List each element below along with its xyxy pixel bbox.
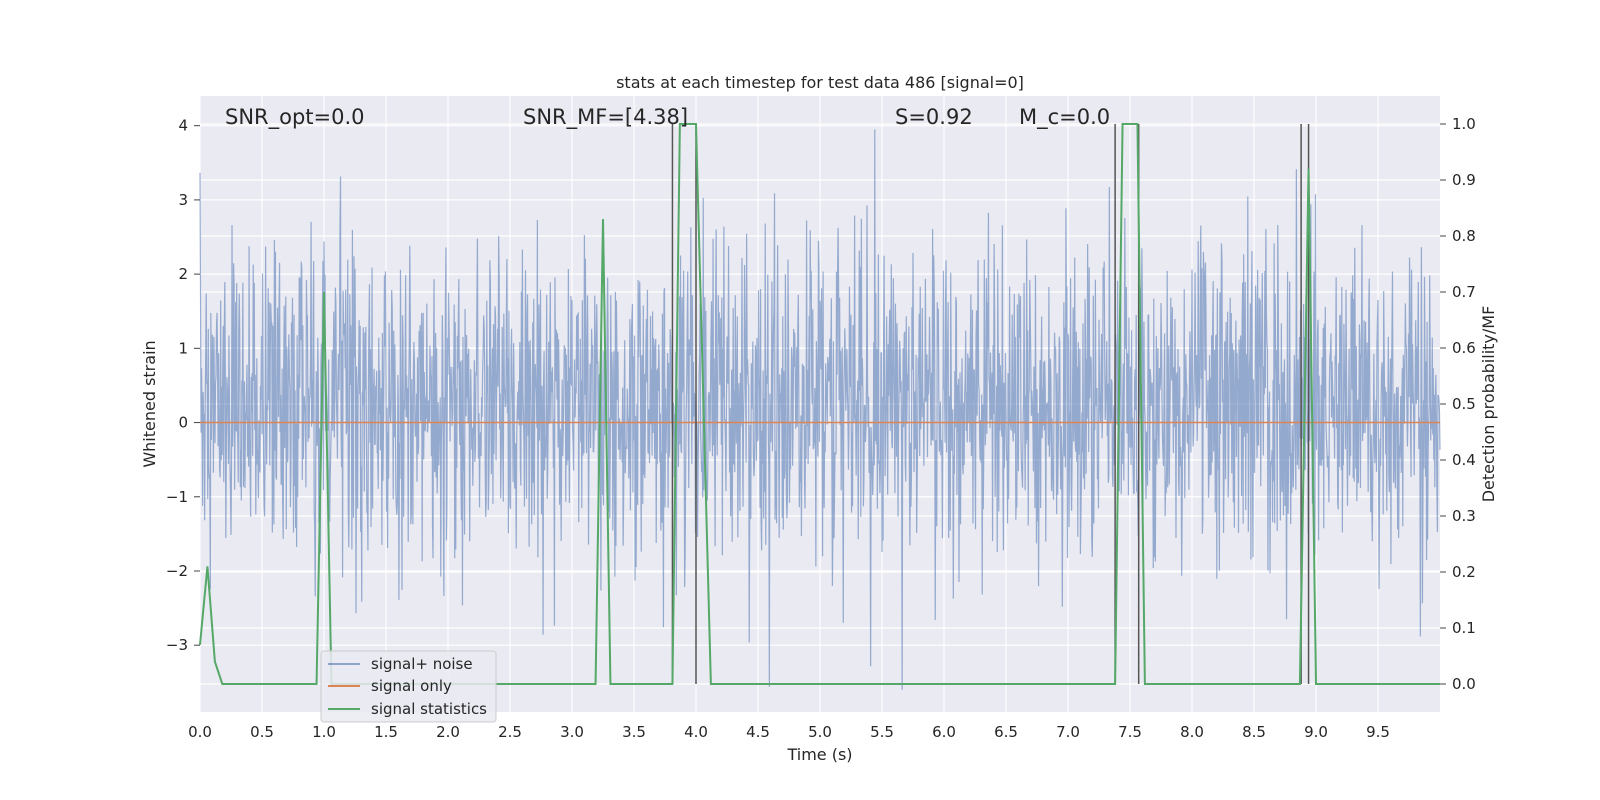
series-signal-statistics	[199, 123, 1440, 685]
vertical-markers	[671, 124, 1310, 684]
annotation-snr-mf: SNR_MF=[4.38]	[523, 105, 688, 130]
x-tick-label: 7.5	[1118, 723, 1142, 741]
x-tick-label: 1.0	[312, 723, 336, 741]
x-tick-label: 9.0	[1304, 723, 1328, 741]
y2-tick-label: 0.2	[1452, 563, 1476, 581]
x-tick-label: 5.5	[870, 723, 894, 741]
annotations: SNR_opt=0.0 SNR_MF=[4.38] S=0.92 M_c=0.0	[225, 105, 1110, 130]
x-tick-label: 3.0	[560, 723, 584, 741]
legend-box	[320, 650, 497, 723]
y2-tick-label: 0.3	[1452, 507, 1476, 525]
y-tick-label: −1	[166, 488, 188, 506]
x-tick-label: 0.0	[188, 723, 212, 741]
x-tick-label: 7.0	[1056, 723, 1080, 741]
y-tick-label: 3	[178, 191, 188, 209]
y-tick-label: 2	[178, 265, 188, 283]
x-tick-label: 3.5	[622, 723, 646, 741]
y2-tick-label: 0.6	[1452, 339, 1476, 357]
legend-label-signal-only: signal only	[371, 677, 452, 695]
y2-tick-label: 0.9	[1452, 171, 1476, 189]
x-tick-label: 1.5	[374, 723, 398, 741]
y-axis-label: Whitened strain	[140, 340, 159, 467]
x-tick-label: 2.0	[436, 723, 460, 741]
annotation-snr-opt: SNR_opt=0.0	[225, 105, 365, 130]
x-tick-label: 8.5	[1242, 723, 1266, 741]
x-tick-label: 6.5	[994, 723, 1018, 741]
x-tick-label: 5.0	[808, 723, 832, 741]
x-tick-label: 2.5	[498, 723, 522, 741]
legend: signal+ noise signal only signal statist…	[320, 650, 497, 723]
annotation-s-stat: S=0.92	[895, 105, 973, 129]
x-axis-ticks: 0.0 0.5 1.0 1.5 2.0 2.5 3.0 3.5 4.0 4.5 5.0 5.5 6.0 6…	[188, 723, 1390, 741]
legend-label-noise: signal+ noise	[371, 655, 473, 673]
x-tick-label: 4.5	[746, 723, 770, 741]
y2-tick-label: 0.7	[1452, 283, 1476, 301]
x-tick-label: 9.5	[1366, 723, 1390, 741]
y2-axis-ticks: 1.0 0.9 0.8 0.7 0.6 0.5 0.4 0.3 0.2 0.1 0.0	[1440, 115, 1476, 693]
y-tick-label: −3	[166, 636, 188, 654]
y-axis-ticks: 4 3 2 1 0 −1 −2 −3	[166, 117, 200, 654]
y-tick-label: 1	[178, 339, 188, 357]
x-axis-label: Time (s)	[786, 745, 852, 764]
y2-tick-label: 0.5	[1452, 395, 1476, 413]
y2-tick-label: 0.8	[1452, 227, 1476, 245]
y-tick-label: 0	[178, 414, 188, 432]
statistics-line	[199, 123, 1440, 685]
y2-tick-label: 0.1	[1452, 619, 1476, 637]
x-tick-label: 8.0	[1180, 723, 1204, 741]
chart-title: stats at each timestep for test data 486…	[616, 73, 1024, 92]
series-signal-noise	[199, 129, 1441, 690]
legend-label-statistics: signal statistics	[371, 700, 487, 718]
x-tick-label: 4.0	[684, 723, 708, 741]
y-tick-label: 4	[178, 117, 188, 135]
y2-tick-label: 0.4	[1452, 451, 1476, 469]
x-tick-label: 6.0	[932, 723, 956, 741]
annotation-mc: M_c=0.0	[1019, 105, 1110, 130]
noise-line	[199, 129, 1441, 690]
y2-tick-label: 1.0	[1452, 115, 1476, 133]
y-tick-label: −2	[166, 562, 188, 580]
x-tick-label: 0.5	[250, 723, 274, 741]
y2-axis-label: Detection probability/MF	[1479, 306, 1498, 503]
y2-tick-label: 0.0	[1452, 675, 1476, 693]
